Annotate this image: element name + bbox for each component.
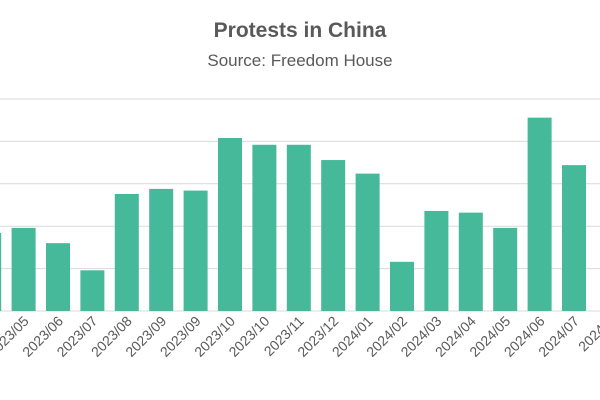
bar-16	[562, 165, 586, 311]
bar-11	[390, 261, 414, 311]
bar-0	[11, 227, 36, 311]
chart-subtitle: Source: Freedom House	[207, 51, 393, 70]
bar-2	[80, 270, 105, 311]
bar-4	[149, 188, 174, 311]
bar-partial-first	[0, 232, 2, 311]
x-tick-label-partial-last: 2024/0	[575, 313, 600, 355]
bar-7	[252, 144, 277, 311]
bar-15	[527, 117, 552, 311]
bar-1	[46, 243, 70, 311]
bar-14	[493, 227, 518, 311]
chart-title: Protests in China	[213, 19, 387, 42]
bar-13	[458, 212, 483, 311]
bar-6	[218, 138, 242, 311]
bar-8	[286, 144, 311, 311]
bar-10	[355, 173, 380, 311]
bar-3	[114, 193, 139, 311]
bar-12	[424, 210, 449, 311]
bar-9	[321, 160, 346, 311]
bar-5	[183, 190, 208, 311]
